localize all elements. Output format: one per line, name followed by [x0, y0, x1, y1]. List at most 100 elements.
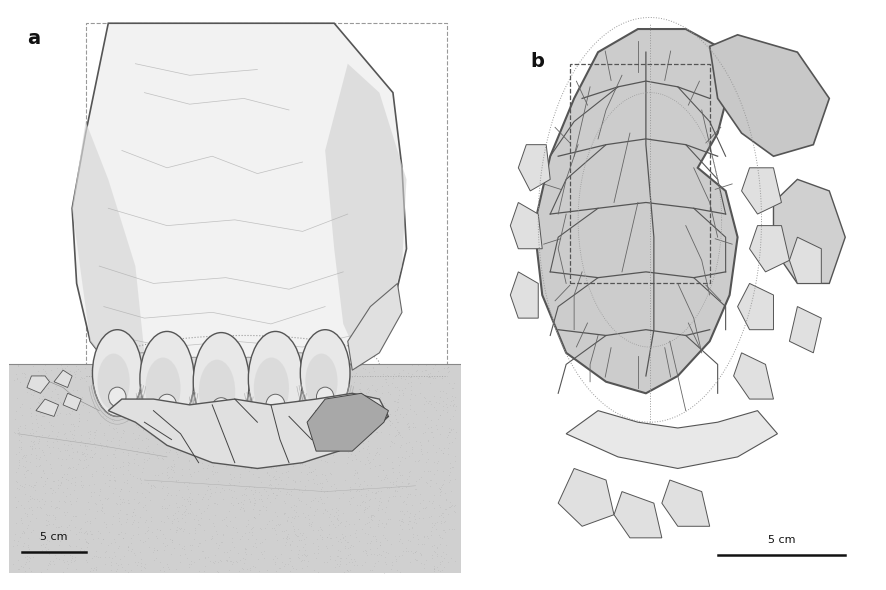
Point: [197, 392, 211, 401]
Point: [22, 552, 36, 562]
Point: [130, 529, 144, 539]
Point: [58, 445, 73, 455]
Point: [131, 399, 145, 408]
Point: [253, 505, 268, 514]
Point: [360, 546, 374, 556]
Point: [97, 509, 112, 518]
Point: [135, 467, 149, 476]
Point: [10, 370, 24, 379]
Point: [151, 533, 165, 543]
Point: [341, 550, 355, 560]
Point: [252, 566, 266, 576]
Point: [439, 399, 453, 409]
Point: [33, 460, 47, 470]
Point: [64, 550, 78, 559]
Point: [256, 501, 270, 510]
Point: [396, 497, 410, 507]
Point: [392, 537, 407, 546]
Point: [124, 538, 138, 548]
Point: [288, 476, 302, 486]
Point: [278, 540, 292, 550]
Point: [126, 530, 140, 539]
Point: [102, 420, 116, 430]
Point: [142, 543, 156, 552]
Point: [229, 429, 243, 438]
Point: [275, 363, 289, 372]
Point: [392, 428, 407, 437]
Point: [276, 446, 290, 455]
Point: [386, 477, 400, 487]
Point: [286, 476, 300, 485]
Point: [178, 517, 192, 526]
Point: [180, 553, 194, 562]
Point: [23, 491, 37, 500]
Point: [363, 514, 377, 524]
Point: [79, 454, 93, 464]
Point: [268, 483, 282, 492]
Point: [72, 535, 86, 544]
Point: [309, 416, 323, 425]
Point: [296, 543, 310, 552]
Point: [261, 431, 276, 440]
Point: [269, 405, 284, 415]
Point: [314, 455, 328, 465]
Point: [233, 504, 247, 514]
Point: [333, 556, 347, 566]
Point: [148, 414, 162, 424]
Point: [312, 426, 326, 435]
Point: [227, 446, 241, 455]
Point: [427, 504, 441, 513]
Point: [427, 490, 441, 500]
Point: [430, 466, 444, 475]
Point: [331, 545, 346, 554]
Point: [11, 556, 25, 565]
Point: [325, 431, 339, 441]
Point: [82, 539, 96, 548]
Point: [276, 382, 291, 391]
Point: [252, 381, 266, 391]
Point: [302, 463, 316, 472]
Point: [384, 482, 398, 491]
Point: [439, 516, 453, 526]
Point: [127, 494, 141, 503]
Point: [219, 461, 233, 470]
Point: [139, 505, 153, 514]
Point: [343, 549, 357, 559]
Point: [66, 556, 81, 565]
Point: [329, 503, 343, 513]
Point: [81, 529, 95, 538]
Point: [237, 381, 251, 391]
Point: [290, 372, 304, 381]
Point: [95, 503, 109, 513]
Point: [344, 444, 358, 453]
Point: [265, 447, 279, 456]
Point: [74, 549, 89, 558]
Point: [160, 467, 175, 477]
Polygon shape: [108, 394, 388, 468]
Point: [145, 408, 159, 418]
Point: [315, 535, 330, 544]
Point: [299, 552, 314, 561]
Point: [196, 391, 210, 400]
Point: [340, 371, 354, 380]
Point: [9, 449, 23, 458]
Point: [181, 368, 195, 378]
Point: [284, 503, 299, 512]
Point: [206, 498, 221, 507]
Point: [187, 371, 201, 381]
Point: [433, 411, 447, 420]
Point: [164, 404, 178, 414]
Point: [191, 400, 206, 409]
Point: [28, 432, 43, 441]
Point: [161, 562, 175, 572]
Point: [175, 403, 189, 412]
Point: [229, 375, 244, 384]
Point: [154, 395, 168, 404]
Point: [91, 526, 105, 536]
Point: [427, 402, 441, 411]
Ellipse shape: [248, 332, 302, 426]
Point: [56, 488, 70, 497]
Point: [98, 493, 113, 503]
Point: [197, 387, 211, 396]
Point: [32, 431, 46, 441]
